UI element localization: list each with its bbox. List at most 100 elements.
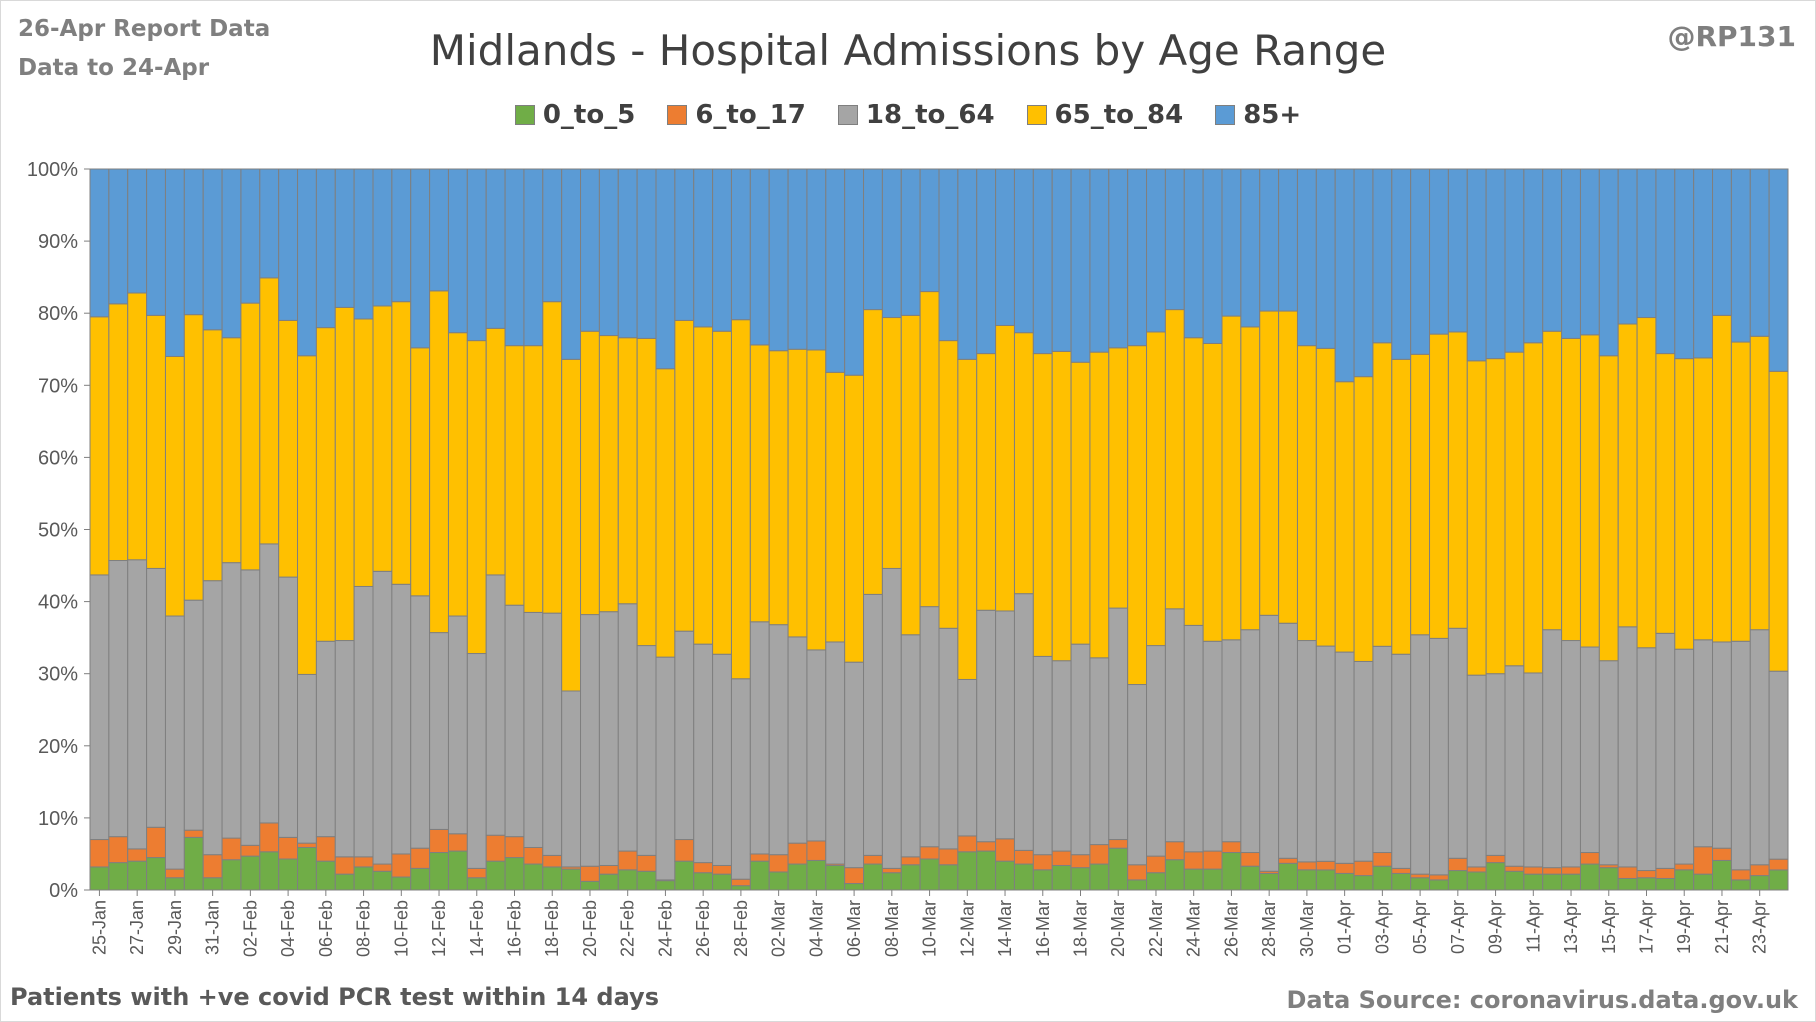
bar-segment-85-plus-14-Apr (1579, 168, 1600, 336)
x-tick-label: 21-Apr (1712, 900, 1732, 954)
bar-segment-6-to-17-29-Mar (1278, 857, 1298, 864)
bar-segment-65-to-84-06-Apr (1429, 333, 1449, 639)
bar-segment-6-to-17-28-Jan (146, 826, 166, 859)
bar-segment-0-to-5-08-Mar (881, 872, 902, 891)
bar-segment-65-to-84-25-Mar (1202, 342, 1223, 642)
bar-segment-6-to-17-31-Mar (1315, 860, 1336, 871)
bar-segment-65-to-84-15-Feb (485, 327, 506, 576)
bar-segment-85-plus-07-Apr (1447, 168, 1468, 333)
bar-segment-85-plus-17-Mar (1051, 168, 1072, 352)
bar-segment-6-to-17-04-Apr (1391, 867, 1412, 874)
x-tick-label: 04-Feb (278, 900, 298, 957)
bar-segment-85-plus-15-Apr (1598, 168, 1619, 357)
bar-segment-85-plus-13-Apr (1561, 168, 1581, 339)
bar-segment-65-to-84-31-Jan (202, 329, 223, 582)
bar-segment-0-to-5-13-Apr (1561, 873, 1581, 891)
bar-segment-65-to-84-16-Apr (1617, 323, 1638, 628)
bar-segment-6-to-17-12-Apr (1542, 867, 1563, 875)
legend-swatch-18-to-64 (837, 105, 858, 125)
bar-segment-65-to-84-21-Mar (1127, 345, 1148, 686)
bar-segment-65-to-84-05-Feb (297, 355, 317, 675)
bar-segment-18-to-64-14-Feb (466, 653, 487, 869)
bar-segment-18-to-64-25-Feb (674, 630, 695, 841)
bar-segment-0-to-5-14-Apr (1579, 863, 1600, 891)
x-tick-label: 03-Apr (1372, 900, 1392, 954)
bar-segment-0-to-5-06-Feb (315, 860, 336, 891)
bar-segment-0-to-5-02-Apr (1353, 875, 1374, 891)
bar-segment-0-to-5-16-Feb (504, 857, 525, 891)
bar-segment-0-to-5-19-Feb (561, 868, 582, 891)
bar-segment-85-plus-07-Mar (863, 168, 883, 311)
bar-segment-65-to-84-07-Apr (1447, 331, 1468, 629)
bar-segment-18-to-64-07-Apr (1447, 627, 1468, 859)
bar-segment-18-to-64-05-Apr (1410, 634, 1431, 875)
bar-segment-85-plus-28-Feb (730, 168, 751, 321)
bar-segment-18-to-64-22-Feb (617, 603, 638, 852)
bar-segment-18-to-64-09-Apr (1485, 673, 1506, 856)
bar-segment-65-to-84-23-Feb (636, 337, 657, 647)
bar-segment-6-to-17-19-Mar (1089, 844, 1110, 865)
bar-segment-0-to-5-22-Feb (617, 869, 638, 891)
bar-segment-6-to-17-25-Jan (89, 839, 110, 868)
y-tick-label: 100% (27, 159, 78, 181)
bar-segment-85-plus-05-Apr (1410, 168, 1431, 355)
bar-segment-6-to-17-26-Mar (1221, 841, 1242, 854)
bar-segment-6-to-17-03-Mar (787, 842, 808, 865)
bar-segment-65-to-84-05-Apr (1410, 353, 1431, 636)
y-axis: 0% 10% 20% 30% 40% 50% 60% 70% 80% 90% 100% (27, 159, 91, 902)
x-tick-label: 07-Apr (1448, 900, 1468, 954)
bar-segment-85-plus-29-Jan (164, 168, 185, 357)
bar-segment-18-to-64-12-Apr (1542, 629, 1563, 869)
bar-segment-6-to-17-23-Apr (1749, 864, 1770, 877)
bar-segment-18-to-64-08-Apr (1466, 674, 1487, 868)
bar-segment-6-to-17-13-Mar (976, 841, 997, 852)
bar-segment-18-to-64-11-Mar (938, 627, 959, 850)
bar-segment-18-to-64-11-Feb (410, 595, 431, 849)
bar-segment-85-plus-09-Apr (1485, 168, 1506, 360)
bar-segment-6-to-17-05-Apr (1410, 873, 1431, 879)
bar-segment-65-to-84-15-Apr (1598, 355, 1619, 662)
bar-segment-65-to-84-21-Feb (598, 335, 619, 613)
bar-segment-85-plus-08-Apr (1466, 168, 1487, 362)
bar-segment-65-to-84-09-Mar (900, 314, 921, 636)
bar-segment-65-to-84-19-Apr (1674, 358, 1695, 650)
bar-segment-0-to-5-16-Apr (1617, 877, 1638, 891)
bar-segment-6-to-17-06-Mar (844, 867, 865, 885)
bar-segment-6-to-17-01-Apr (1334, 862, 1355, 874)
legend-label-6-to-17: 6_to_17 (695, 100, 806, 130)
bar-segment-85-plus-20-Feb (580, 168, 600, 332)
bar-segment-6-to-17-22-Feb (617, 850, 638, 871)
bar-segment-6-to-17-16-Feb (504, 836, 525, 859)
bar-segment-85-plus-06-Apr (1429, 168, 1449, 335)
bar-segment-85-plus-22-Feb (617, 168, 638, 339)
bar-segment-65-to-84-25-Feb (674, 319, 695, 632)
bar-segment-18-to-64-26-Jan (108, 560, 129, 838)
bar-segment-6-to-17-08-Feb (353, 856, 374, 868)
bar-segment-18-to-64-16-Apr (1617, 626, 1638, 868)
bar-segment-0-to-5-21-Feb (598, 873, 619, 891)
x-tick-label: 22-Feb (618, 900, 638, 957)
bar-segment-18-to-64-21-Mar (1127, 684, 1148, 866)
bar-segment-85-plus-01-Apr (1334, 168, 1355, 383)
bar-segment-6-to-17-06-Apr (1429, 874, 1449, 881)
bar-segment-18-to-64-15-Mar (1013, 593, 1034, 851)
bar-segment-65-to-84-24-Apr (1768, 370, 1789, 672)
bar-segment-0-to-5-09-Apr (1485, 862, 1506, 891)
bar-segment-85-plus-18-Apr (1655, 168, 1676, 355)
bar-segment-0-to-5-02-Mar (768, 871, 789, 891)
bar-segment-0-to-5-18-Apr (1655, 877, 1676, 891)
bar-segment-6-to-17-02-Apr (1353, 860, 1374, 877)
bar-segment-0-to-5-21-Apr (1712, 859, 1732, 891)
bar-segment-65-to-84-04-Feb (278, 319, 299, 578)
bar-segment-18-to-64-07-Mar (863, 593, 883, 856)
bar-segment-65-to-84-05-Mar (825, 371, 846, 643)
bar-segment-0-to-5-03-Apr (1372, 865, 1393, 891)
bar-segment-6-to-17-10-Mar (919, 846, 940, 860)
bar-segment-18-to-64-23-Mar (1164, 608, 1185, 843)
bar-segment-18-to-64-06-Feb (315, 640, 336, 838)
bar-segment-0-to-5-07-Apr (1447, 870, 1468, 891)
bar-segment-65-to-84-29-Mar (1278, 310, 1298, 624)
bar-segment-65-to-84-21-Apr (1712, 314, 1732, 643)
bar-segment-18-to-64-14-Mar (995, 610, 1015, 840)
